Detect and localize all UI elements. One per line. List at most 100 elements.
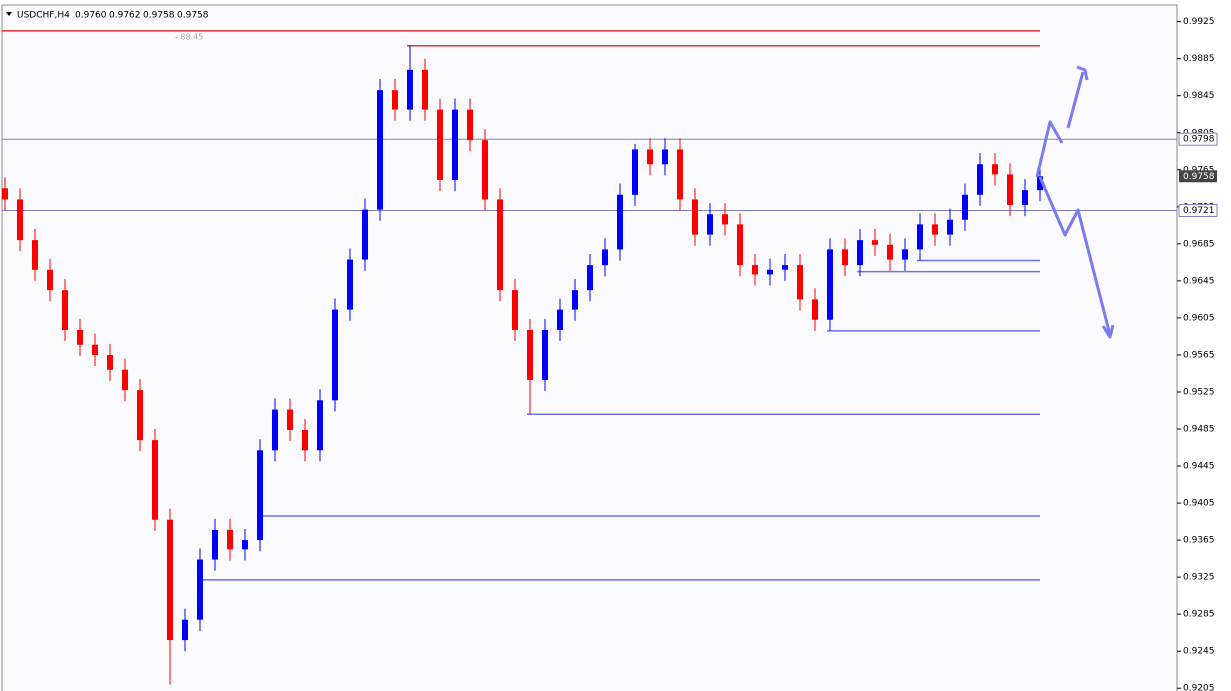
candle-body bbox=[557, 309, 563, 330]
candle-body bbox=[887, 244, 893, 260]
y-tick-label: 0.9325 bbox=[1183, 573, 1215, 583]
candle-body bbox=[797, 265, 803, 300]
candle-body bbox=[947, 219, 953, 235]
y-tick-label: 0.9685 bbox=[1183, 239, 1215, 249]
candle-body bbox=[242, 540, 248, 550]
y-tick-label: 0.9445 bbox=[1183, 462, 1215, 472]
y-tick-label: 0.9645 bbox=[1183, 276, 1215, 286]
candle-body bbox=[992, 164, 998, 175]
marks: 0.99250.98850.98450.98050.97650.97250.96… bbox=[2, 17, 1218, 691]
candle-body bbox=[782, 265, 788, 270]
arrow-head bbox=[1101, 324, 1115, 339]
candle-body bbox=[2, 188, 8, 200]
quote-low: 0.9758 bbox=[143, 11, 175, 21]
candle-body bbox=[722, 214, 728, 225]
candle-body bbox=[437, 109, 443, 180]
candle-body bbox=[632, 149, 638, 195]
candle-body bbox=[467, 109, 473, 141]
candle-body bbox=[377, 90, 383, 210]
y-tick-label: 0.9245 bbox=[1183, 647, 1215, 657]
forecast-arrows bbox=[1035, 65, 1115, 339]
candle-body bbox=[302, 429, 308, 451]
candle-body bbox=[287, 409, 293, 430]
quote-close: 0.9758 bbox=[177, 11, 209, 21]
candle-body bbox=[122, 369, 128, 391]
candle-body bbox=[137, 390, 143, 441]
candle-body bbox=[827, 249, 833, 320]
candle-body bbox=[332, 309, 338, 401]
annotation: - 88.45 bbox=[175, 33, 203, 42]
candle-body bbox=[152, 440, 158, 520]
arrow-up-path bbox=[1035, 120, 1064, 178]
candle-body bbox=[272, 409, 278, 451]
last-price-label: 0.9758 bbox=[1183, 172, 1215, 182]
candle-body bbox=[197, 559, 203, 620]
y-tick-label: 0.9405 bbox=[1183, 499, 1215, 509]
candle-body bbox=[1007, 174, 1013, 205]
candle-body bbox=[482, 140, 488, 200]
candle-body bbox=[692, 199, 698, 235]
candle-body bbox=[407, 69, 413, 110]
arrow-head bbox=[1076, 65, 1089, 81]
candle-body bbox=[17, 199, 23, 241]
price-label: 0.9798 bbox=[1183, 135, 1215, 145]
y-tick-label: 0.9845 bbox=[1183, 91, 1215, 101]
candle-body bbox=[572, 290, 578, 310]
price-label: 0.9721 bbox=[1183, 206, 1215, 216]
price-label-box bbox=[1178, 132, 1218, 146]
candle-body bbox=[497, 199, 503, 291]
candle-body bbox=[602, 249, 608, 266]
last-price-box bbox=[1179, 170, 1217, 183]
candle-body bbox=[212, 529, 218, 560]
candle-body bbox=[317, 400, 323, 451]
y-tick-label: 0.9605 bbox=[1183, 313, 1215, 323]
candle-body bbox=[977, 164, 983, 195]
candle-body bbox=[512, 290, 518, 330]
candle-body bbox=[962, 194, 968, 220]
y-tick-label: 0.9565 bbox=[1183, 350, 1215, 360]
candle-body bbox=[587, 265, 593, 291]
candle-body bbox=[902, 249, 908, 260]
arrow-up bbox=[1066, 71, 1085, 129]
candle-body bbox=[182, 619, 188, 641]
candle-body bbox=[872, 240, 878, 245]
candle-body bbox=[362, 209, 368, 260]
candle-body bbox=[1022, 190, 1028, 205]
candle-body bbox=[857, 240, 863, 266]
candle-body bbox=[227, 529, 233, 550]
y-tick-label: 0.9285 bbox=[1183, 610, 1215, 620]
candle-body bbox=[542, 329, 548, 380]
plot-area bbox=[1, 4, 1178, 691]
candle-body bbox=[617, 194, 623, 250]
menu-icon[interactable] bbox=[6, 12, 12, 16]
candle-body bbox=[932, 224, 938, 235]
y-tick-label: 0.9925 bbox=[1183, 17, 1215, 27]
candle-body bbox=[257, 450, 263, 541]
candle-body bbox=[812, 299, 818, 320]
candle-body bbox=[677, 149, 683, 200]
candle-body bbox=[527, 329, 533, 380]
candle-body bbox=[392, 90, 398, 110]
candle-body bbox=[752, 265, 758, 275]
candle-body bbox=[167, 519, 173, 641]
quote-open: 0.9760 bbox=[75, 11, 107, 21]
candle-body bbox=[647, 149, 653, 165]
candle-body bbox=[452, 109, 458, 180]
candle-body bbox=[737, 224, 743, 266]
y-tick-label: 0.9485 bbox=[1183, 425, 1215, 435]
candle-body bbox=[917, 224, 923, 250]
candle-body bbox=[107, 354, 113, 370]
candle-body bbox=[92, 344, 98, 355]
y-tick-label: 0.9885 bbox=[1183, 54, 1215, 64]
candle-body bbox=[1037, 176, 1043, 191]
candle-body bbox=[842, 249, 848, 266]
candle-body bbox=[32, 240, 38, 270]
y-tick-label: 0.9365 bbox=[1183, 536, 1215, 546]
candle-body bbox=[422, 69, 428, 110]
symbol: USDCHF,H4 bbox=[17, 11, 70, 21]
y-tick-label: 0.9525 bbox=[1183, 387, 1215, 397]
candle-body bbox=[707, 214, 713, 235]
y-tick-label: 0.9205 bbox=[1183, 684, 1215, 691]
arrow-down bbox=[1038, 176, 1112, 336]
